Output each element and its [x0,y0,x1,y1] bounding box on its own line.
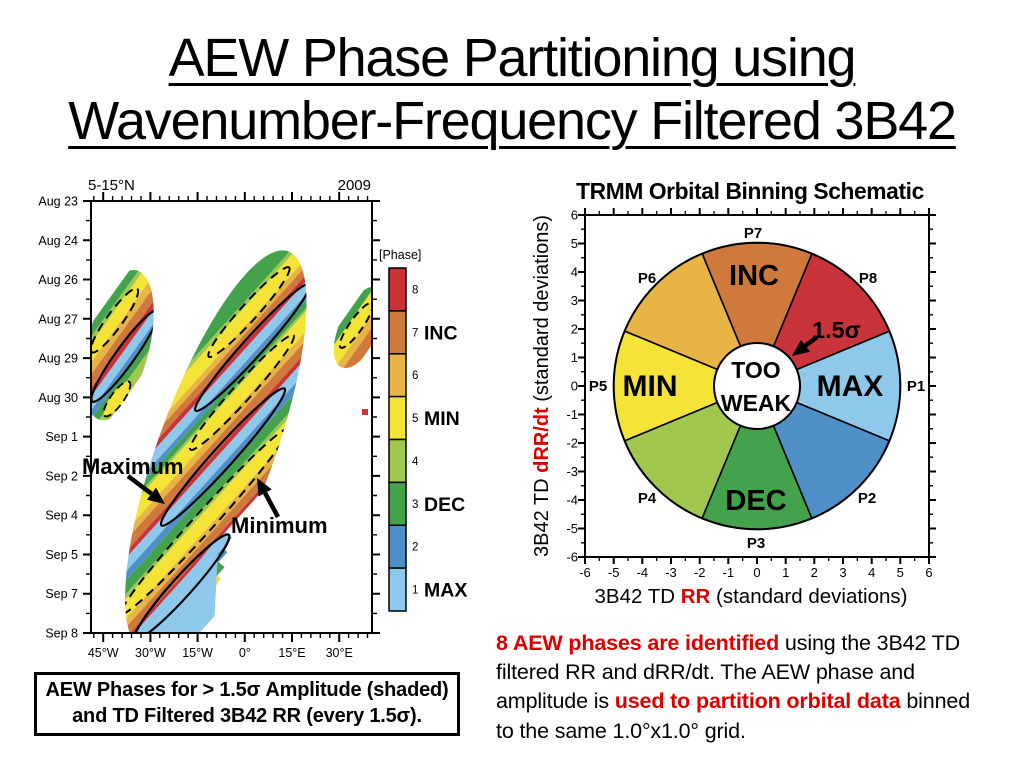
svg-text:-6: -6 [579,565,591,580]
svg-text:15°W: 15°W [182,646,213,660]
svg-text:P7: P7 [744,225,762,242]
svg-text:7: 7 [412,327,418,339]
svg-text:4: 4 [571,265,578,280]
svg-text:Aug 27: Aug 27 [38,312,78,326]
svg-text:3: 3 [412,499,418,511]
svg-text:2: 2 [571,322,578,337]
svg-text:WEAK: WEAK [721,390,792,416]
svg-text:-5: -5 [608,565,620,580]
svg-text:Aug 23: Aug 23 [38,195,78,209]
svg-text:MAX: MAX [817,370,884,403]
svg-text:DEC: DEC [424,494,465,516]
svg-text:INC: INC [424,322,458,344]
svg-text:-4: -4 [637,565,649,580]
svg-text:-4: -4 [566,493,578,508]
svg-text:4: 4 [868,565,875,580]
svg-text:3: 3 [571,293,578,308]
svg-text:-2: -2 [566,436,578,451]
svg-text:6: 6 [571,208,578,223]
svg-text:TOO: TOO [731,357,780,383]
svg-text:Aug 30: Aug 30 [38,391,78,405]
svg-text:5: 5 [897,565,904,580]
svg-text:-2: -2 [694,565,706,580]
svg-text:2: 2 [412,542,418,554]
svg-text:Aug 29: Aug 29 [38,352,78,366]
svg-text:1.5σ: 1.5σ [812,317,861,343]
svg-text:5: 5 [571,236,578,251]
svg-text:1: 1 [782,565,789,580]
svg-text:0°: 0° [239,646,251,660]
svg-text:3B42 TD dRR/dt (standard devia: 3B42 TD dRR/dt (standard deviations) [531,215,553,557]
svg-text:P4: P4 [638,490,657,507]
svg-text:P5: P5 [589,378,607,395]
svg-text:1: 1 [571,350,578,365]
svg-text:Maximum: Maximum [82,454,183,479]
svg-text:30°E: 30°E [326,646,353,660]
svg-text:Sep 2: Sep 2 [45,469,78,483]
svg-text:0: 0 [753,565,760,580]
svg-text:2: 2 [811,565,818,580]
svg-text:MAX: MAX [424,580,467,602]
svg-text:Sep 8: Sep 8 [45,627,78,641]
svg-text:INC: INC [729,260,779,292]
svg-text:MIN: MIN [623,370,678,403]
svg-text:1: 1 [412,585,418,597]
svg-text:Sep 4: Sep 4 [45,509,78,523]
svg-text:-1: -1 [723,565,735,580]
svg-text:5-15°N: 5-15°N [88,177,135,194]
svg-text:5: 5 [412,413,418,425]
svg-text:P8: P8 [859,270,877,287]
svg-text:Aug 26: Aug 26 [38,273,78,287]
svg-text:[Phase]: [Phase] [379,248,421,262]
svg-text:-6: -6 [566,550,578,565]
svg-text:Minimum: Minimum [231,513,328,538]
svg-text:P6: P6 [638,270,656,287]
svg-text:6: 6 [925,565,932,580]
svg-text:6: 6 [412,370,418,382]
svg-text:-3: -3 [665,565,677,580]
svg-text:-5: -5 [566,521,578,536]
svg-text:MIN: MIN [424,408,460,430]
svg-text:Aug 24: Aug 24 [38,234,78,248]
svg-text:30°W: 30°W [135,646,166,660]
svg-text:0: 0 [571,379,578,394]
svg-text:3B42 TD RR (standard deviation: 3B42 TD RR (standard deviations) [595,585,908,608]
svg-text:P1: P1 [907,378,925,395]
svg-text:-3: -3 [566,464,578,479]
svg-text:2009: 2009 [338,177,371,194]
svg-text:8: 8 [412,284,418,296]
svg-text:Sep 1: Sep 1 [45,430,78,444]
svg-text:-1: -1 [566,407,578,422]
svg-text:Sep 5: Sep 5 [45,548,78,562]
svg-text:15°E: 15°E [278,646,305,660]
svg-text:Sep 7: Sep 7 [45,587,78,601]
svg-text:3: 3 [839,565,846,580]
svg-text:P2: P2 [858,490,876,507]
svg-text:4: 4 [412,456,419,468]
svg-text:P3: P3 [747,535,765,552]
svg-text:DEC: DEC [725,485,786,517]
svg-text:45°W: 45°W [88,646,119,660]
